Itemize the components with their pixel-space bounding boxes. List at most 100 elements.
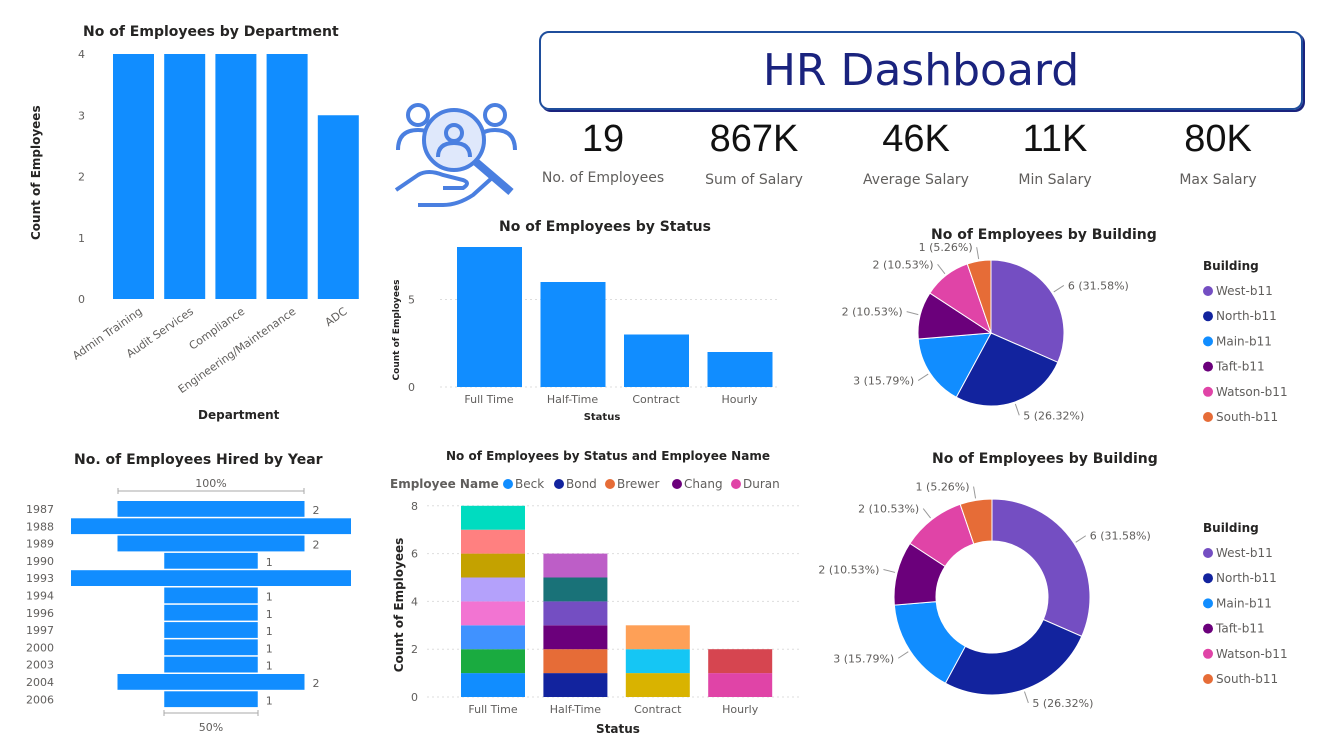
chart-title: No of Employees by Building	[931, 227, 1157, 243]
funnel-bar[interactable]	[117, 535, 305, 552]
y-tick: 4	[78, 48, 85, 61]
funnel-bar[interactable]	[164, 604, 258, 621]
legend-item[interactable]: Watson-b11	[1216, 647, 1288, 661]
data-label: 1	[266, 660, 273, 673]
stack-segment[interactable]	[543, 577, 608, 602]
legend-dot	[1203, 412, 1213, 422]
stack-segment[interactable]	[461, 649, 525, 674]
legend-item[interactable]: Main-b11	[1216, 596, 1272, 610]
kpi-label: No. of Employees	[541, 170, 665, 186]
pie-slice[interactable]	[966, 259, 992, 334]
legend-item[interactable]: Main-b11	[1216, 334, 1272, 348]
stack-segment[interactable]	[543, 553, 608, 578]
kpi-label: Sum of Salary	[705, 172, 803, 188]
legend-item[interactable]: Chang	[684, 477, 723, 491]
stack-segment[interactable]	[543, 601, 608, 626]
legend-dot	[1203, 548, 1213, 558]
funnel-bar[interactable]	[164, 639, 258, 656]
legend-item[interactable]: Brewer	[617, 477, 659, 491]
data-label: 2 (10.53%)	[818, 564, 879, 577]
pie-slice[interactable]	[944, 618, 1083, 696]
stack-segment[interactable]	[461, 577, 525, 602]
funnel-bar[interactable]	[164, 622, 258, 638]
legend-item[interactable]: Taft-b11	[1215, 622, 1265, 636]
pie-slice[interactable]	[959, 498, 993, 545]
kpi-label: Average Salary	[863, 172, 969, 188]
y-tick: 1990	[26, 555, 54, 568]
legend-dot	[1203, 648, 1213, 659]
legend-item[interactable]: South-b11	[1216, 672, 1278, 686]
legend-item[interactable]: Bond	[566, 477, 597, 491]
pie-slice[interactable]	[990, 259, 1065, 363]
funnel-bar[interactable]	[71, 518, 351, 535]
stack-segment[interactable]	[461, 625, 525, 650]
pie-slice[interactable]	[991, 498, 1091, 638]
bar[interactable]	[707, 352, 773, 387]
stack-segment[interactable]	[543, 673, 608, 697]
funnel-bar[interactable]	[71, 570, 351, 586]
kpi-value: 11K	[1022, 118, 1088, 160]
data-label: 1 (5.26%)	[919, 241, 973, 254]
bar[interactable]	[266, 54, 308, 299]
bar[interactable]	[164, 54, 206, 299]
legend-item[interactable]: South-b11	[1216, 410, 1278, 424]
data-label: 1	[266, 642, 273, 655]
data-label: 5 (26.32%)	[1023, 409, 1084, 422]
funnel-bar[interactable]	[164, 552, 258, 569]
stack-segment[interactable]	[543, 625, 608, 650]
stack-segment[interactable]	[708, 673, 773, 697]
funnel-bar[interactable]	[164, 656, 258, 673]
data-label: 3 (15.79%)	[853, 375, 914, 388]
y-tick: 5	[408, 294, 415, 307]
status-bar-chart: No of Employees by Status 0 5 Full Time Half…	[392, 219, 780, 423]
y-tick: 1988	[26, 520, 54, 533]
hired-by-year-funnel-chart: No. of Employees Hired by Year 100% 1987 2 1…	[26, 452, 351, 734]
funnel-bar[interactable]	[117, 674, 305, 690]
legend-item[interactable]: Taft-b11	[1215, 360, 1265, 374]
bar[interactable]	[215, 54, 257, 299]
legend-item[interactable]: West-b11	[1216, 284, 1273, 298]
bar[interactable]	[457, 247, 522, 387]
data-label: 1	[266, 625, 273, 638]
bar[interactable]	[113, 54, 154, 299]
x-tick: ADC	[323, 305, 350, 329]
kpi-value: 867K	[709, 118, 799, 160]
x-axis-title: Status	[584, 412, 621, 423]
x-tick: Half-Time	[547, 393, 598, 406]
x-tick: Full Time	[464, 393, 513, 406]
chart-title: No. of Employees Hired by Year	[74, 452, 323, 468]
legend-dot	[1203, 361, 1213, 372]
bar[interactable]	[540, 282, 606, 387]
y-tick: 0	[408, 381, 415, 394]
legend-item[interactable]: Watson-b11	[1216, 385, 1288, 399]
stack-segment[interactable]	[461, 553, 525, 578]
stack-segment[interactable]	[461, 505, 525, 530]
legend-item[interactable]: North-b11	[1216, 571, 1277, 585]
x-tick: Full Time	[468, 703, 517, 716]
legend-dot	[1203, 623, 1213, 634]
funnel-bar[interactable]	[164, 587, 258, 604]
legend-item[interactable]: Beck	[515, 477, 544, 491]
data-label: 6 (31.58%)	[1068, 279, 1129, 292]
bar[interactable]	[624, 334, 689, 388]
legend-dot	[1203, 573, 1213, 584]
legend-dot	[1203, 286, 1213, 296]
legend-item[interactable]: Duran	[743, 477, 780, 491]
data-label: 6 (31.58%)	[1090, 530, 1151, 543]
stack-segment[interactable]	[461, 673, 525, 697]
stack-segment[interactable]	[461, 529, 525, 554]
stack-segment[interactable]	[708, 649, 773, 674]
kpi-value: 19	[581, 118, 625, 160]
stack-segment[interactable]	[625, 649, 690, 674]
stack-segment[interactable]	[625, 673, 690, 697]
bar[interactable]	[317, 115, 359, 299]
legend-item[interactable]: North-b11	[1216, 309, 1277, 323]
y-tick: 1997	[26, 624, 54, 637]
status-employee-stacked-chart: No of Employees by Status and Employee N…	[390, 449, 800, 736]
stack-segment[interactable]	[461, 601, 525, 626]
stack-segment[interactable]	[625, 625, 690, 650]
funnel-bar[interactable]	[117, 501, 305, 517]
stack-segment[interactable]	[543, 649, 608, 674]
funnel-bar[interactable]	[164, 691, 258, 708]
legend-item[interactable]: West-b11	[1216, 546, 1273, 560]
